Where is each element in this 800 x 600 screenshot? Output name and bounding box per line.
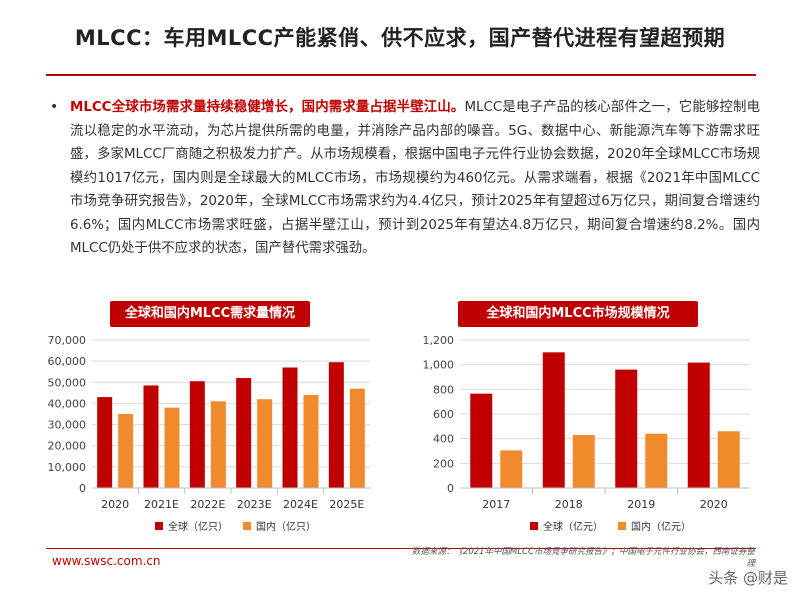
chart-title-market-size: 全球和国内MLCC市场规模情况: [458, 301, 698, 327]
demand-bar-domestic: [303, 394, 319, 488]
footer-divider: [46, 548, 756, 549]
demand-bar-global: [282, 367, 298, 488]
market-x-tick-label: 2019: [627, 498, 655, 511]
lead-sentence: MLCC全球市场需求量持续稳健增长，国内需求量占据半壁江山。: [70, 100, 465, 115]
page-title: MLCC：车用MLCC产能紧俏、供不应求，国产替代进程有望超预期: [74, 26, 726, 50]
market-bar-global: [470, 393, 493, 488]
market-y-tick-label: 1,200: [423, 334, 455, 347]
title-divider: [46, 74, 756, 76]
demand-y-tick-label: 50,000: [48, 376, 87, 389]
market-y-tick-label: 400: [433, 433, 454, 446]
demand-y-tick-label: 40,000: [48, 397, 87, 410]
market-bar-domestic: [645, 433, 668, 488]
market-legend-swatch: [618, 522, 626, 530]
watermark: 头条 @财是: [708, 569, 788, 587]
market-x-tick-label: 2017: [482, 498, 510, 511]
demand-chart: 0 10,000 20,000 30,000 40,000 50,000 60,000 70,…: [48, 334, 370, 533]
market-bar-global: [542, 352, 565, 488]
market-y-tick-label: 800: [433, 383, 454, 396]
market-bar-domestic: [572, 434, 595, 488]
demand-bar-domestic: [164, 407, 180, 488]
demand-bar-global: [328, 362, 344, 488]
market-legend-swatch: [530, 522, 538, 530]
demand-legend-label: 全球（亿只）: [168, 520, 228, 533]
market-bar-global: [615, 369, 638, 488]
demand-legend-label: 国内（亿只）: [256, 520, 316, 533]
demand-bar-global: [143, 385, 159, 488]
market-x-tick-label: 2020: [700, 498, 728, 511]
market-legend-label: 全球（亿元）: [543, 520, 603, 533]
demand-x-tick-label: 2020: [101, 498, 129, 511]
demand-y-tick-label: 0: [79, 482, 86, 495]
demand-x-tick-label: 2023E: [237, 498, 272, 511]
market-y-tick-label: 0: [447, 482, 454, 495]
demand-bar-domestic: [349, 388, 365, 488]
demand-bar-domestic: [210, 401, 226, 488]
market-bar-global: [687, 362, 710, 488]
demand-bar-domestic: [118, 414, 134, 488]
bullet-marker: •: [50, 99, 59, 115]
demand-y-tick-label: 20,000: [48, 440, 87, 453]
body-paragraph: MLCC全球市场需求量持续稳健增长，国内需求量占据半壁江山。MLCC是电子产品的…: [70, 96, 760, 261]
demand-bar-global: [189, 381, 205, 488]
demand-bar-global: [97, 397, 113, 488]
demand-y-tick-label: 60,000: [48, 355, 87, 368]
demand-x-tick-label: 2025E: [329, 498, 364, 511]
market-y-tick-label: 600: [433, 408, 454, 421]
market-x-tick-label: 2018: [555, 498, 583, 511]
demand-bar-domestic: [257, 399, 273, 488]
demand-x-tick-label: 2024E: [283, 498, 318, 511]
demand-x-tick-label: 2022E: [190, 498, 225, 511]
demand-y-tick-label: 10,000: [48, 461, 87, 474]
chart-title-demand: 全球和国内MLCC需求量情况: [110, 301, 310, 327]
market-legend-label: 国内（亿元）: [631, 520, 691, 533]
market-bar-domestic: [717, 431, 740, 488]
demand-x-tick-label: 2021E: [144, 498, 179, 511]
market-y-tick-label: 200: [433, 457, 454, 470]
data-source-note: 数据来源：《2021年中国MLCC市场竞争研究报告》；中国电子元件行业协会，西南…: [411, 547, 755, 569]
demand-legend-swatch: [155, 522, 163, 530]
market-bar-domestic: [500, 450, 523, 488]
footer-url[interactable]: www.swsc.com.cn: [52, 554, 161, 568]
market-y-tick-label: 1,000: [423, 359, 455, 372]
demand-y-tick-label: 30,000: [48, 419, 87, 432]
demand-bar-global: [236, 378, 252, 488]
body-text: MLCC是电子产品的核心部件之一，它能够控制电流以稳定的水平流动，为芯片提供所需…: [70, 100, 761, 256]
demand-y-tick-label: 70,000: [48, 334, 87, 347]
demand-legend-swatch: [243, 522, 251, 530]
market-size-chart: 0 200 400 600 800 1,000 1,200 2017 2018 2019 2020 全…: [423, 334, 750, 533]
